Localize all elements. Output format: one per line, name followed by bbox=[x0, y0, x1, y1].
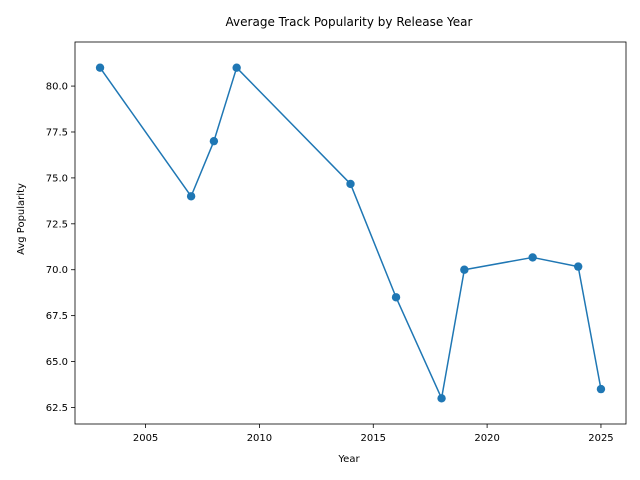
y-tick-label-67.5: 67.5 bbox=[46, 311, 68, 322]
data-point-2014 bbox=[346, 179, 355, 189]
x-axis: 2005 2010 2015 2020 2025 bbox=[133, 424, 614, 444]
data-point-2008 bbox=[209, 136, 219, 146]
data-point-2019 bbox=[460, 265, 469, 274]
data-point-2016 bbox=[391, 293, 401, 302]
y-tick-label-75: 75.0 bbox=[46, 173, 68, 184]
axes-frame bbox=[74, 41, 627, 425]
x-tick-label-2005: 2005 bbox=[133, 433, 158, 444]
y-axis-label: Avg Popularity bbox=[16, 183, 27, 255]
y-axis: 62.5 65.0 67.5 70.0 72.5 75.0 77.5 80.0 bbox=[46, 82, 75, 414]
chart-title: Average Track Popularity by Release Year bbox=[226, 15, 473, 29]
y-tick-label-70: 70.0 bbox=[46, 265, 68, 276]
x-tick-label-2025: 2025 bbox=[588, 433, 613, 444]
data-point-2022 bbox=[528, 253, 537, 262]
x-tick-label-2015: 2015 bbox=[361, 433, 386, 444]
y-tick-label-72.5: 72.5 bbox=[46, 219, 68, 230]
x-tick-label-2010: 2010 bbox=[247, 433, 272, 444]
data-point-2018 bbox=[437, 394, 446, 403]
data-point-2003 bbox=[95, 63, 105, 72]
data-point-2025 bbox=[596, 384, 606, 394]
data-point-2024 bbox=[573, 262, 583, 271]
y-tick-label-62.5: 62.5 bbox=[46, 403, 68, 414]
x-axis-label: Year bbox=[337, 454, 360, 465]
y-tick-label-77.5: 77.5 bbox=[46, 127, 68, 138]
data-point-2009 bbox=[232, 63, 241, 72]
y-tick-label-80: 80.0 bbox=[46, 82, 68, 93]
plot-area bbox=[74, 41, 627, 425]
y-tick-label-65: 65.0 bbox=[46, 357, 68, 368]
x-tick-label-2020: 2020 bbox=[474, 433, 499, 444]
data-point-2007 bbox=[186, 192, 196, 201]
